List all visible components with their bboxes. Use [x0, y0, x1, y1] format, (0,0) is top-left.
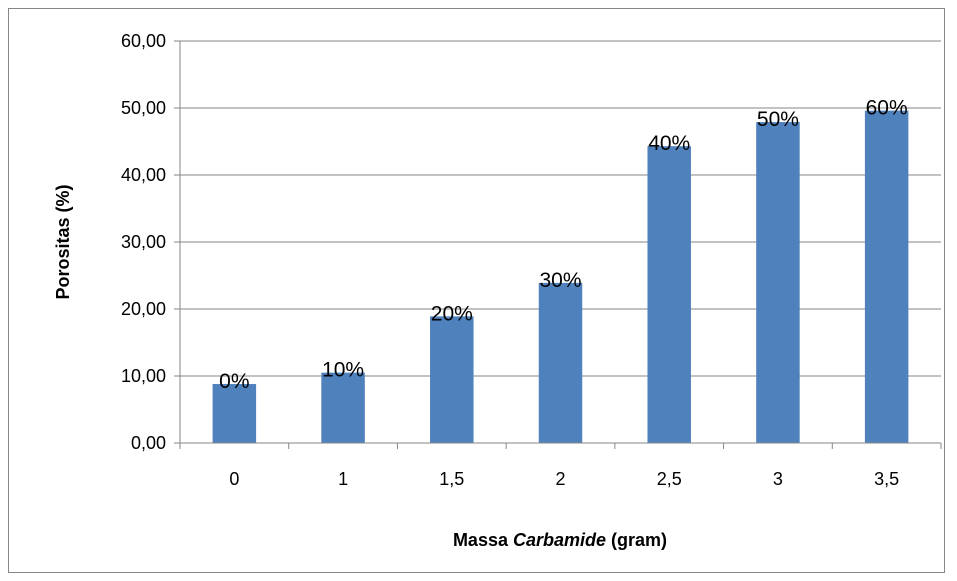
x-axis-title-prefix: Massa [453, 530, 513, 550]
bar-data-label: 40% [648, 132, 690, 155]
bar-data-label: 60% [866, 97, 908, 120]
y-tick-label: 20,00 [121, 299, 166, 319]
bar [538, 282, 583, 443]
x-tick-label: 2,5 [657, 469, 682, 489]
bar-data-label: 0% [219, 370, 249, 393]
x-tick-label: 3 [773, 469, 783, 489]
y-tick-label: 10,00 [121, 366, 166, 386]
x-tick-label: 3,5 [874, 469, 899, 489]
y-tick-label: 40,00 [121, 165, 166, 185]
y-tick-labels: 0,00 10,00 20,00 30,00 40,00 50,00 60,00 [121, 31, 166, 453]
x-tick-label: 0 [229, 469, 239, 489]
bar-data-label: 10% [322, 359, 364, 382]
x-axis-title: Massa Carbamide (gram) [453, 530, 667, 550]
x-tick-label: 1,5 [439, 469, 464, 489]
bar [321, 372, 365, 443]
gridlines [180, 40, 941, 377]
x-axis-title-suffix: (gram) [606, 530, 667, 550]
bar-data-label: 50% [757, 108, 799, 131]
y-tick-label: 0,00 [131, 433, 166, 453]
y-tick-label: 60,00 [121, 31, 166, 51]
axes [174, 40, 942, 449]
x-tick-label: 2 [555, 469, 565, 489]
bar-data-label: 30% [539, 269, 581, 292]
data-labels: 0% 10% 20% 30% 40% 50% 60% [219, 97, 907, 393]
bar [212, 384, 257, 443]
y-tick-label: 30,00 [121, 232, 166, 252]
bar [864, 110, 909, 444]
bar [430, 316, 474, 443]
y-axis-title: Porositas (%) [53, 184, 73, 299]
x-tick-labels: 0 1 1,5 2 2,5 3 3,5 [229, 469, 899, 489]
bar [756, 122, 800, 443]
x-tick-label: 1 [338, 469, 348, 489]
x-axis-title-italic: Carbamide [513, 530, 606, 550]
y-tick-label: 50,00 [121, 98, 166, 118]
bar-data-label: 20% [431, 302, 473, 325]
bars [212, 110, 909, 444]
bar [647, 146, 691, 443]
